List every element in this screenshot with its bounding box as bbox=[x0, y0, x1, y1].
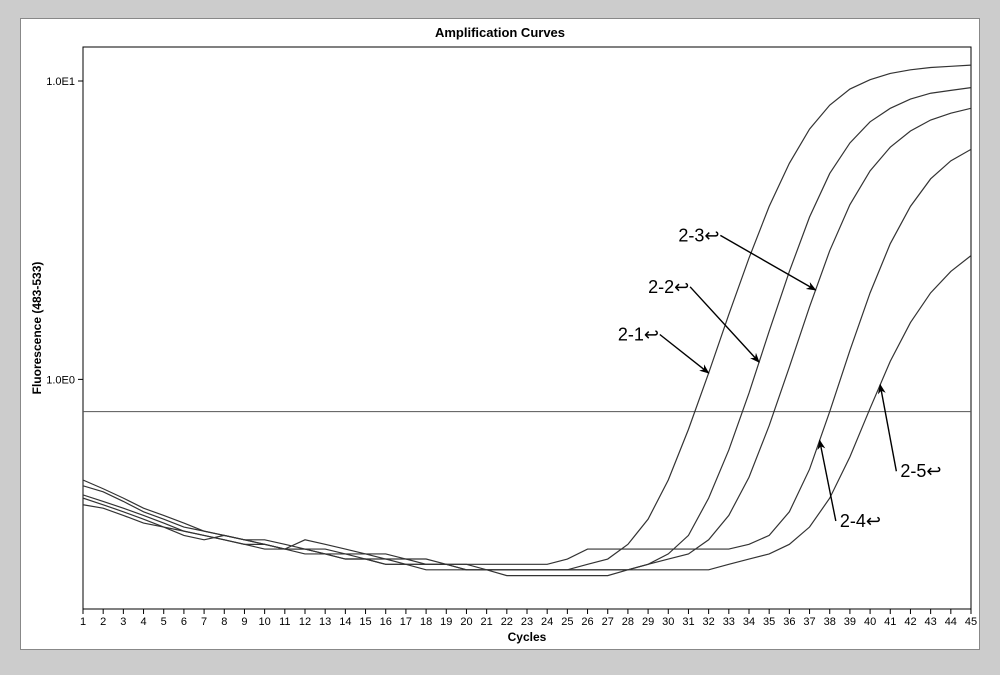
x-tick-label: 35 bbox=[763, 616, 775, 628]
x-tick-label: 17 bbox=[400, 616, 412, 628]
x-tick-label: 14 bbox=[339, 616, 351, 628]
x-tick-label: 36 bbox=[783, 616, 795, 628]
y-tick-label: 1.0E1 bbox=[46, 76, 75, 88]
chart-title: Amplification Curves bbox=[21, 25, 979, 40]
x-tick-label: 10 bbox=[259, 616, 271, 628]
curve-2-1 bbox=[83, 65, 971, 570]
annotation-2-5: 2-5↩ bbox=[900, 461, 941, 481]
x-tick-label: 27 bbox=[602, 616, 614, 628]
x-tick-label: 5 bbox=[161, 616, 167, 628]
amplification-chart: 1234567891011121314151617181920212223242… bbox=[21, 19, 979, 649]
x-tick-label: 3 bbox=[120, 616, 126, 628]
annotation-2-2: 2-2↩ bbox=[648, 277, 689, 297]
x-tick-label: 22 bbox=[501, 616, 513, 628]
x-tick-label: 37 bbox=[803, 616, 815, 628]
curve-2-5 bbox=[83, 256, 971, 570]
curve-2-4 bbox=[83, 149, 971, 564]
annotation-arrow-2-1 bbox=[660, 334, 709, 373]
x-tick-label: 21 bbox=[481, 616, 493, 628]
annotation-arrow-2-5 bbox=[880, 385, 896, 471]
x-tick-label: 7 bbox=[201, 616, 207, 628]
plot-border bbox=[83, 47, 971, 609]
x-tick-label: 8 bbox=[221, 616, 227, 628]
x-tick-label: 25 bbox=[561, 616, 573, 628]
x-tick-label: 33 bbox=[723, 616, 735, 628]
curve-2-3 bbox=[83, 108, 971, 570]
x-tick-label: 34 bbox=[743, 616, 755, 628]
x-tick-label: 24 bbox=[541, 616, 553, 628]
annotation-2-3: 2-3↩ bbox=[678, 225, 719, 245]
x-tick-label: 13 bbox=[319, 616, 331, 628]
x-tick-label: 28 bbox=[622, 616, 634, 628]
x-tick-label: 39 bbox=[844, 616, 856, 628]
x-tick-label: 31 bbox=[682, 616, 694, 628]
x-tick-label: 20 bbox=[460, 616, 472, 628]
x-tick-label: 43 bbox=[925, 616, 937, 628]
x-tick-label: 26 bbox=[581, 616, 593, 628]
annotation-arrow-2-3 bbox=[720, 235, 815, 290]
x-tick-label: 40 bbox=[864, 616, 876, 628]
x-tick-label: 12 bbox=[299, 616, 311, 628]
inner-panel: Amplification Curves 1234567891011121314… bbox=[20, 18, 980, 650]
x-tick-label: 42 bbox=[904, 616, 916, 628]
x-tick-label: 15 bbox=[359, 616, 371, 628]
x-tick-label: 32 bbox=[703, 616, 715, 628]
x-tick-label: 6 bbox=[181, 616, 187, 628]
x-tick-label: 23 bbox=[521, 616, 533, 628]
x-tick-label: 38 bbox=[824, 616, 836, 628]
x-axis-label: Cycles bbox=[508, 630, 547, 644]
annotation-2-1: 2-1↩ bbox=[618, 324, 659, 344]
curve-2-2 bbox=[83, 88, 971, 576]
x-tick-label: 18 bbox=[420, 616, 432, 628]
x-tick-label: 45 bbox=[965, 616, 977, 628]
outer-frame: Amplification Curves 1234567891011121314… bbox=[0, 0, 1000, 675]
y-tick-label: 1.0E0 bbox=[46, 374, 75, 386]
x-tick-label: 16 bbox=[380, 616, 392, 628]
x-tick-label: 2 bbox=[100, 616, 106, 628]
x-tick-label: 29 bbox=[642, 616, 654, 628]
x-tick-label: 30 bbox=[662, 616, 674, 628]
x-tick-label: 44 bbox=[945, 616, 957, 628]
x-tick-label: 9 bbox=[241, 616, 247, 628]
x-tick-label: 41 bbox=[884, 616, 896, 628]
x-tick-label: 11 bbox=[279, 616, 290, 628]
x-tick-label: 1 bbox=[80, 616, 86, 628]
x-tick-label: 4 bbox=[140, 616, 146, 628]
x-tick-label: 19 bbox=[440, 616, 452, 628]
annotation-2-4: 2-4↩ bbox=[840, 511, 881, 531]
y-axis-label: Fluorescence (483-533) bbox=[30, 262, 44, 395]
annotation-arrow-2-2 bbox=[690, 287, 759, 362]
